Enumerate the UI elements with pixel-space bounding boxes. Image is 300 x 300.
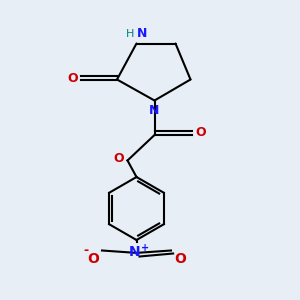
Text: -: - [83,244,88,257]
Text: O: O [174,252,186,266]
Text: O: O [67,72,78,85]
Text: N: N [129,245,141,259]
Text: N: N [137,27,148,40]
Text: +: + [141,243,149,253]
Text: O: O [196,126,206,139]
Text: O: O [113,152,124,165]
Text: H: H [126,29,134,39]
Text: N: N [149,104,159,118]
Text: O: O [87,252,99,266]
